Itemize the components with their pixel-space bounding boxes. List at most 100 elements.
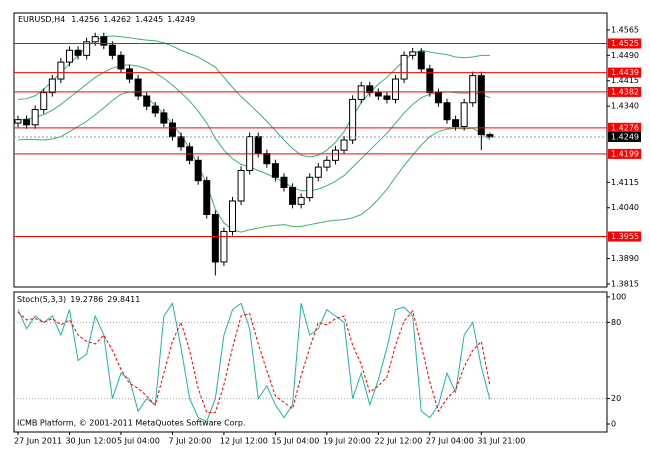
y-tick-label: 1.4340 xyxy=(611,102,639,111)
x-tick-label: 19 Jul 20:00 xyxy=(323,437,371,446)
candle-body xyxy=(134,78,142,97)
indicator-name: Stoch(5,3,3) xyxy=(17,295,66,304)
y-tick-label: 1.4415 xyxy=(611,76,639,85)
candle-body xyxy=(297,197,305,205)
oscillator-panel-frame xyxy=(13,291,608,433)
candle-body xyxy=(289,186,297,205)
candle-body xyxy=(383,95,391,100)
x-tick-label: 5 Jul 04:00 xyxy=(117,437,160,446)
candle-body xyxy=(357,85,365,100)
x-tick-label: 27 Jul 04:00 xyxy=(426,437,474,446)
watermark: ICMB Platform, © 2001-2011 MetaQuotes So… xyxy=(17,419,246,428)
x-tick-label: 7 Jul 20:00 xyxy=(168,437,211,446)
price-panel-frame xyxy=(13,12,608,288)
header-item: 1.4245 xyxy=(135,15,163,24)
candle-body xyxy=(434,92,442,104)
candle-body xyxy=(452,119,460,127)
y-tick-label: 1.4490 xyxy=(611,51,639,60)
candle-body xyxy=(486,134,494,138)
y-tick-label: 1.4040 xyxy=(611,203,639,212)
candle-body xyxy=(100,36,108,46)
candle-body xyxy=(14,119,22,124)
candle-body xyxy=(108,44,116,56)
candle-body xyxy=(83,41,91,56)
candle-body xyxy=(117,54,125,70)
header-item: 1.4249 xyxy=(167,15,195,24)
indicator-value: 19.2786 xyxy=(70,295,103,304)
x-tick-label: 30 Jun 12:00 xyxy=(65,437,116,446)
candle-body xyxy=(65,49,73,63)
level-label-box xyxy=(608,86,641,97)
current-price-box xyxy=(608,131,641,142)
candle-body xyxy=(331,149,339,161)
indicator-value: 29.8411 xyxy=(107,295,140,304)
candle-body xyxy=(392,78,400,100)
candle-body xyxy=(306,176,314,199)
candle-body xyxy=(74,49,82,56)
candle-body xyxy=(323,159,331,168)
candle-body xyxy=(91,36,99,43)
candle-body xyxy=(263,153,271,165)
candle-body xyxy=(340,139,348,151)
candle-body xyxy=(366,85,374,94)
bollinger-middle xyxy=(17,64,491,192)
candle-body xyxy=(31,109,39,126)
candle-body xyxy=(57,61,65,80)
candle-body xyxy=(40,92,48,111)
y-tick-label: 20 xyxy=(611,394,621,403)
candle-body xyxy=(254,136,262,155)
candle-body xyxy=(220,230,228,263)
candle-body xyxy=(126,68,134,80)
header-item: EURUSD,H4 xyxy=(18,15,65,24)
candle-body xyxy=(417,51,425,70)
candle-body xyxy=(160,112,168,124)
x-tick-label: 22 Jul 12:00 xyxy=(374,437,422,446)
candle-body xyxy=(409,51,417,56)
x-tick-label: 15 Jul 04:00 xyxy=(271,437,319,446)
level-label-box xyxy=(608,67,641,78)
candle-body xyxy=(443,102,451,121)
level-label-box xyxy=(608,231,641,242)
level-label: 1.3955 xyxy=(611,232,639,241)
candle-body xyxy=(229,200,236,232)
y-tick-label: 1.3890 xyxy=(611,254,639,263)
oscillator-title: Stoch(5,3,3) 19.2786 29.8411 xyxy=(17,295,140,304)
level-label: 1.4199 xyxy=(611,149,639,158)
y-tick-label: 0 xyxy=(611,419,616,428)
candle-body xyxy=(151,105,159,114)
oscillator-line xyxy=(17,309,491,414)
candle-body xyxy=(194,159,202,182)
candle-body xyxy=(460,102,468,127)
header-item: 1.4262 xyxy=(103,15,131,24)
candle-body xyxy=(374,92,382,97)
chart-header: EURUSD,H4 1.4256 1.4262 1.4245 1.4249 xyxy=(18,15,195,24)
y-tick-label: 1.4565 xyxy=(611,25,639,34)
candle-body xyxy=(177,136,185,148)
level-label-box xyxy=(608,148,641,159)
x-tick-label: 12 Jul 12:00 xyxy=(220,437,268,446)
level-label: 1.4525 xyxy=(611,39,639,48)
x-tick-label: 27 Jun 2011 xyxy=(14,437,62,446)
level-label: 1.4439 xyxy=(611,68,639,77)
candle-body xyxy=(314,166,322,178)
bollinger-lower xyxy=(17,91,491,233)
candle-body xyxy=(426,68,434,94)
candle-body xyxy=(237,169,245,202)
candle-body xyxy=(168,122,176,138)
candle-body xyxy=(143,95,151,107)
level-label-box xyxy=(608,38,641,49)
candle-body xyxy=(211,214,219,263)
level-label: 1.4276 xyxy=(611,123,639,132)
y-tick-label: 80 xyxy=(611,318,621,327)
candle-body xyxy=(271,163,279,178)
y-tick-label: 1.3815 xyxy=(611,279,639,288)
y-tick-label: 1.4115 xyxy=(611,178,639,187)
header-item: 1.4256 xyxy=(71,15,99,24)
candle-body xyxy=(23,119,31,126)
level-label-box xyxy=(608,122,641,133)
y-tick-label: 100 xyxy=(611,292,626,301)
candle-body xyxy=(280,176,288,188)
candle-body xyxy=(48,78,56,94)
